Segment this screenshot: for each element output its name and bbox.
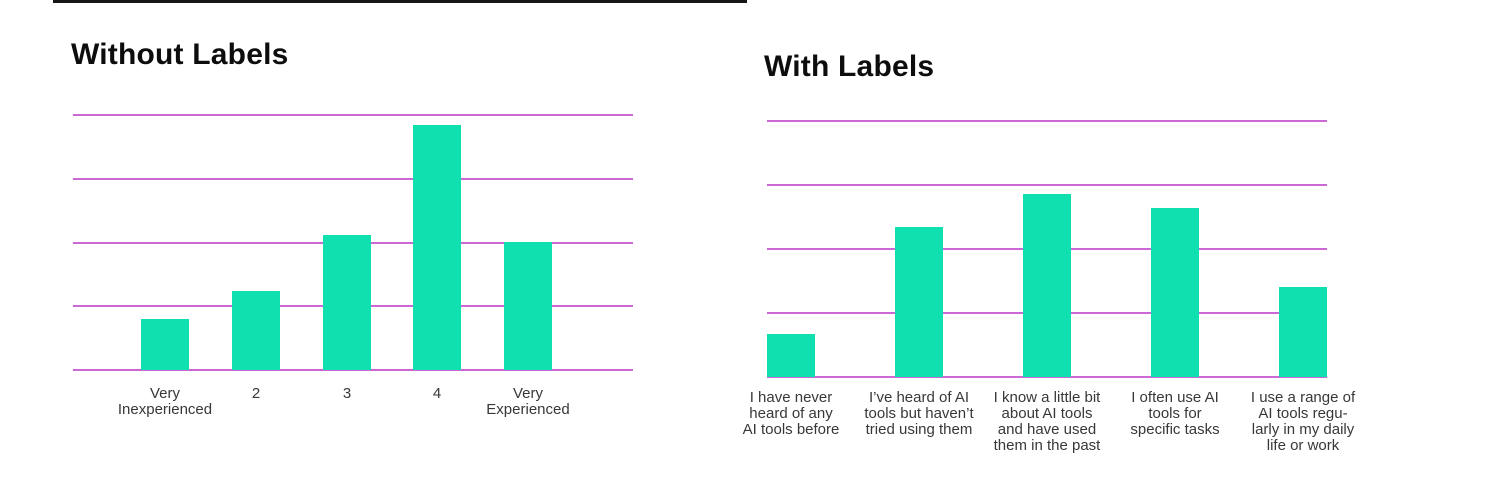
bar (767, 334, 815, 377)
x-axis-label: Very Inexperienced (117, 385, 213, 419)
chart-title-with-labels: With Labels (764, 49, 935, 83)
x-axis-label: 4 (432, 385, 442, 402)
x-axis-labels-without-labels: Very Inexperienced 2 3 4 Very Experienced (73, 385, 633, 456)
x-axis-label: I have never heard of any AI tools befor… (742, 389, 840, 439)
gridline (73, 114, 633, 116)
top-border-line (53, 0, 747, 3)
gridline (767, 120, 1327, 122)
x-axis-label: I know a little bit about AI tools and h… (993, 389, 1101, 455)
bar (141, 319, 189, 370)
bar (1151, 208, 1199, 377)
bar (895, 227, 943, 377)
x-axis-label: Very Experienced (486, 385, 570, 419)
gridline (767, 184, 1327, 186)
x-axis-label: I use a range of AI tools regu- larly in… (1250, 389, 1356, 455)
bar (1279, 287, 1327, 377)
bar (413, 125, 461, 370)
x-axis-labels-with-labels: I have never heard of any AI tools befor… (743, 389, 1356, 460)
gridline (73, 369, 633, 371)
x-axis-label: 2 (251, 385, 261, 402)
chart-title-without-labels: Without Labels (71, 37, 289, 71)
bar (504, 242, 552, 370)
x-axis-label: 3 (342, 385, 352, 402)
gridline (73, 178, 633, 180)
plot-area-without-labels (73, 114, 633, 371)
plot-area-with-labels (767, 120, 1327, 378)
gridline (767, 376, 1327, 378)
x-axis-label: I often use AI tools for specific tasks (1130, 389, 1220, 439)
x-axis-label: I’ve heard of AI tools but haven’t tried… (864, 389, 974, 439)
bar (1023, 194, 1071, 377)
bar (232, 291, 280, 370)
bar (323, 235, 371, 370)
